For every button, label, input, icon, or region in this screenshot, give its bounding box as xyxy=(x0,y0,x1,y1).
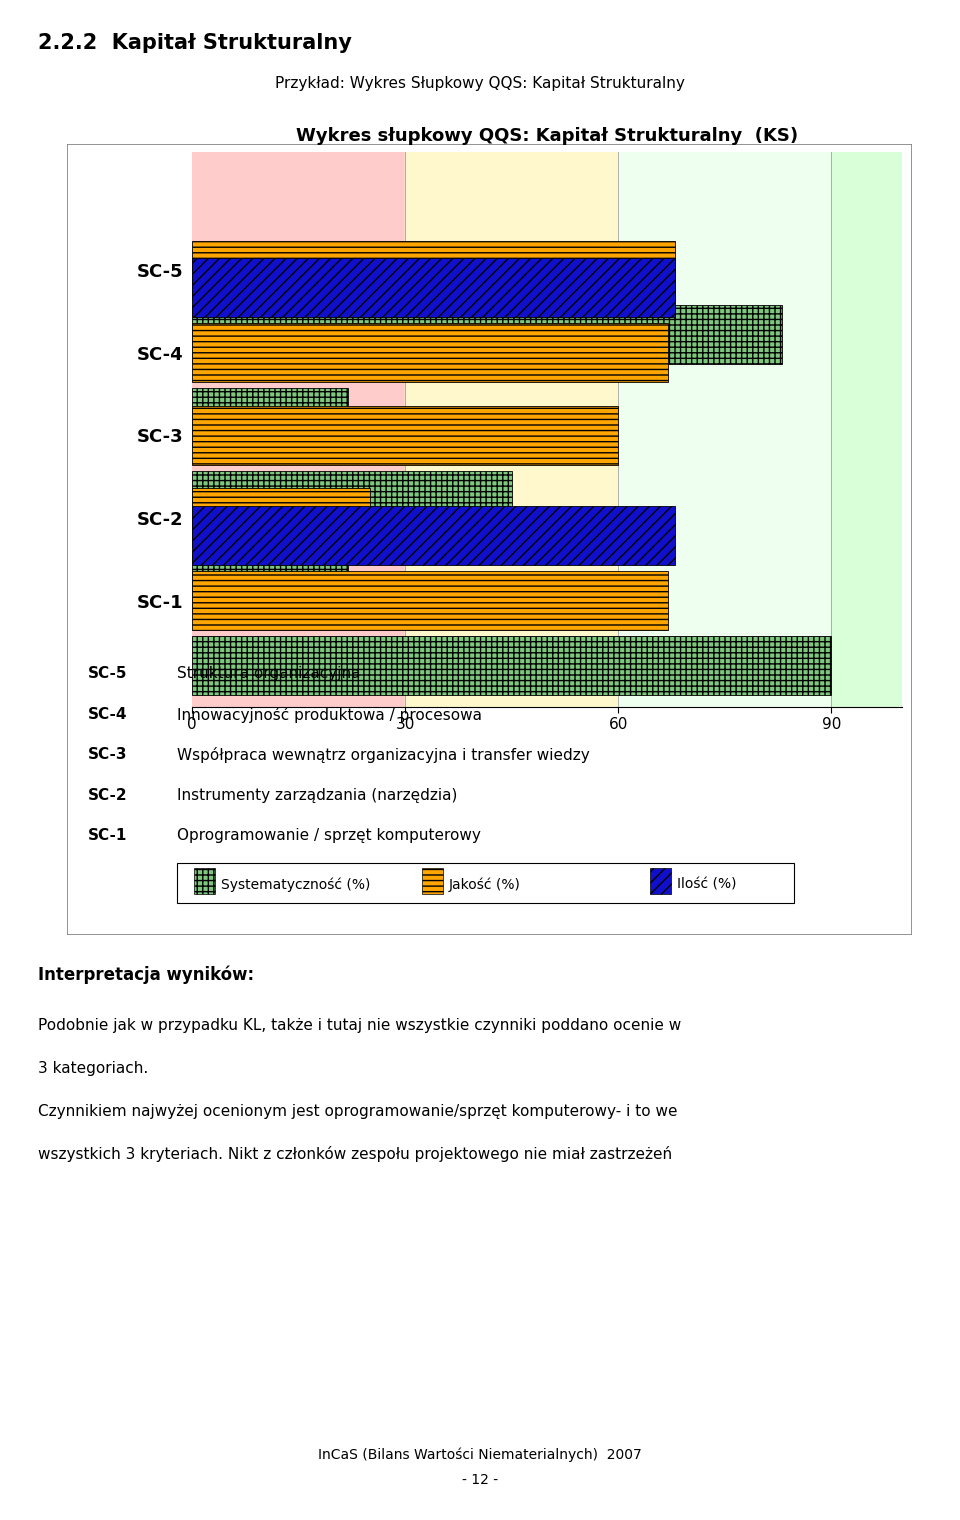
Bar xyxy=(192,324,668,382)
Bar xyxy=(192,488,370,547)
Text: - 12 -: - 12 - xyxy=(462,1473,498,1487)
Bar xyxy=(177,862,794,903)
Text: Ilość (%): Ilość (%) xyxy=(677,877,736,891)
Text: SC-4: SC-4 xyxy=(88,707,128,722)
Text: Struktura organizacyjna: Struktura organizacyjna xyxy=(177,666,361,681)
Bar xyxy=(192,406,618,465)
Text: SC-1: SC-1 xyxy=(88,828,128,844)
Bar xyxy=(422,868,444,894)
Bar xyxy=(650,868,671,894)
Text: Oprogramowanie / sprzęt komputerowy: Oprogramowanie / sprzęt komputerowy xyxy=(177,828,481,844)
Text: SC-2: SC-2 xyxy=(88,787,128,803)
Text: Jakość (%): Jakość (%) xyxy=(449,877,521,892)
Bar xyxy=(192,152,405,707)
Text: Podobnie jak w przypadku KL, także i tutaj nie wszystkie czynniki poddano ocenie: Podobnie jak w przypadku KL, także i tut… xyxy=(38,1018,682,1034)
Bar xyxy=(192,506,675,565)
Bar xyxy=(618,152,831,707)
Text: Interpretacja wyników:: Interpretacja wyników: xyxy=(38,965,254,983)
Bar xyxy=(192,258,675,318)
Title: Wykres słupkowy QQS: Kapitał Strukturalny  (KS): Wykres słupkowy QQS: Kapitał Strukturaln… xyxy=(296,126,799,144)
Text: InCaS (Bilans Wartości Niematerialnych)  2007: InCaS (Bilans Wartości Niematerialnych) … xyxy=(318,1447,642,1462)
Bar xyxy=(405,152,618,707)
Text: Współpraca wewnątrz organizacyjna i transfer wiedzy: Współpraca wewnątrz organizacyjna i tran… xyxy=(177,748,589,763)
Bar xyxy=(192,240,675,299)
Text: SC-5: SC-5 xyxy=(88,666,128,681)
Text: wszystkich 3 kryteriach. Nikt z członków zespołu projektowego nie miał zastrzeże: wszystkich 3 kryteriach. Nikt z członków… xyxy=(38,1146,673,1163)
Bar xyxy=(192,388,348,447)
Text: Innowacyjność produktowa / procesowa: Innowacyjność produktowa / procesowa xyxy=(177,707,482,722)
Text: SC-3: SC-3 xyxy=(88,748,128,762)
Text: Instrumenty zarządzania (narzędzia): Instrumenty zarządzania (narzędzia) xyxy=(177,787,457,803)
Text: 2.2.2  Kapitał Strukturalny: 2.2.2 Kapitał Strukturalny xyxy=(38,33,352,53)
Bar xyxy=(192,471,512,530)
Bar xyxy=(192,572,668,631)
Text: Czynnikiem najwyżej ocenionym jest oprogramowanie/sprzęt komputerowy- i to we: Czynnikiem najwyżej ocenionym jest oprog… xyxy=(38,1104,678,1119)
Text: 3 kategoriach.: 3 kategoriach. xyxy=(38,1061,149,1076)
Bar xyxy=(194,868,215,894)
Bar xyxy=(192,553,348,613)
Bar xyxy=(192,635,831,695)
Text: Systematyczność (%): Systematyczność (%) xyxy=(221,877,371,892)
Bar xyxy=(192,306,781,365)
Bar xyxy=(831,152,902,707)
Text: Przykład: Wykres Słupkowy QQS: Kapitał Strukturalny: Przykład: Wykres Słupkowy QQS: Kapitał S… xyxy=(276,76,684,91)
